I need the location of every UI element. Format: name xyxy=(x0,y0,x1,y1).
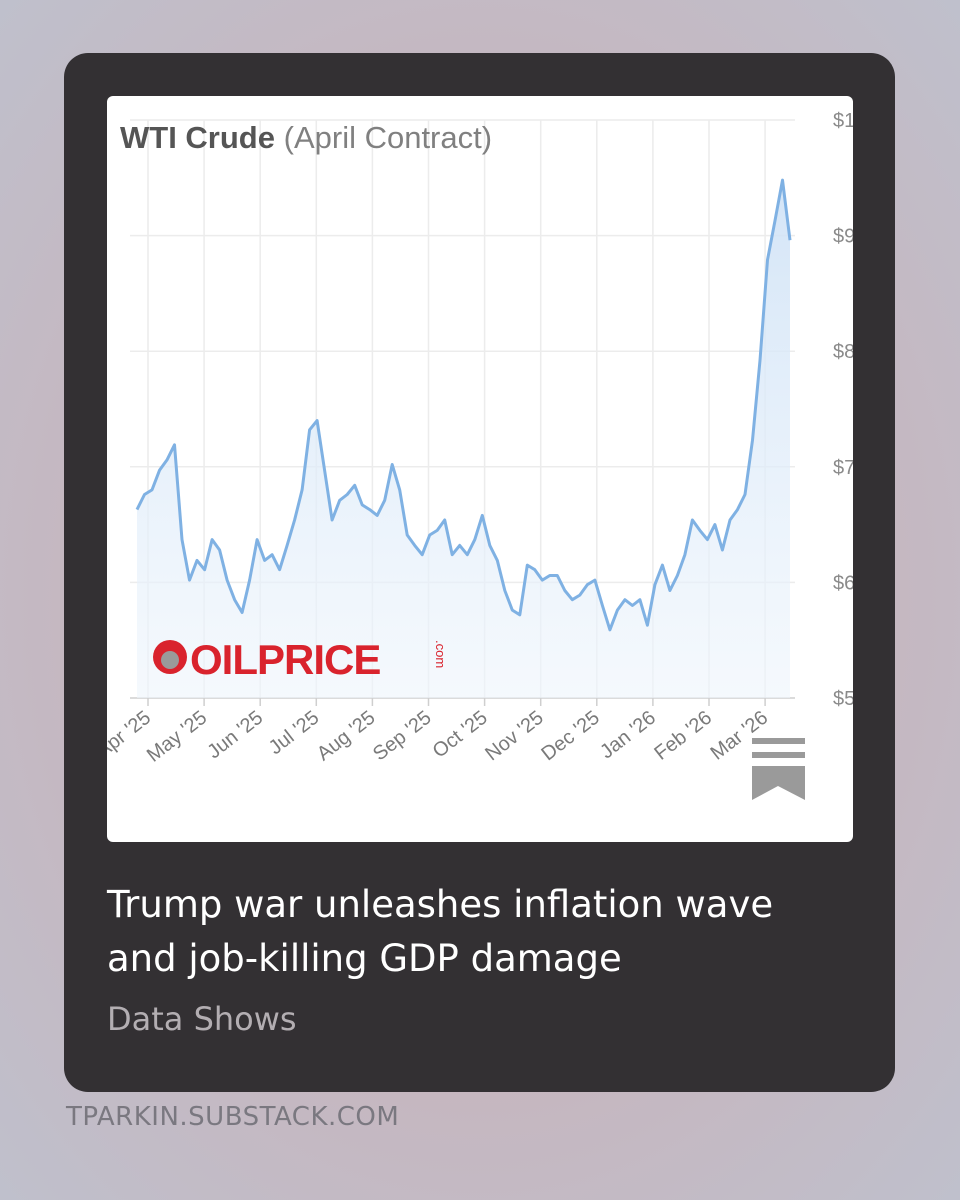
logo-suffix: .com xyxy=(433,640,448,668)
logo-text: OILPRICE xyxy=(190,636,380,683)
y-tick-label: $100 xyxy=(833,110,878,132)
bookmark-icon[interactable] xyxy=(752,738,805,800)
y-tick-label: $70 xyxy=(833,457,866,479)
article-title[interactable]: Trump war unleashes inflation wave and j… xyxy=(107,883,774,980)
chart-subtitle: (April Contract) xyxy=(284,120,492,155)
area xyxy=(137,180,790,699)
y-tick-label: $50 xyxy=(833,688,866,710)
chart-title: WTI Crude (April Contract) xyxy=(120,120,492,155)
logo: OILPRICE .com xyxy=(153,636,448,683)
line xyxy=(135,178,792,632)
chart-title-main: WTI Crude xyxy=(120,120,275,155)
y-tick-label: $80 xyxy=(833,341,866,363)
domain: TPARKIN.SUBSTACK.COM xyxy=(66,1102,400,1132)
y-tick-label: $90 xyxy=(833,226,866,248)
y-tick-label: $60 xyxy=(833,572,866,594)
article-source: Data Shows xyxy=(107,1000,297,1038)
